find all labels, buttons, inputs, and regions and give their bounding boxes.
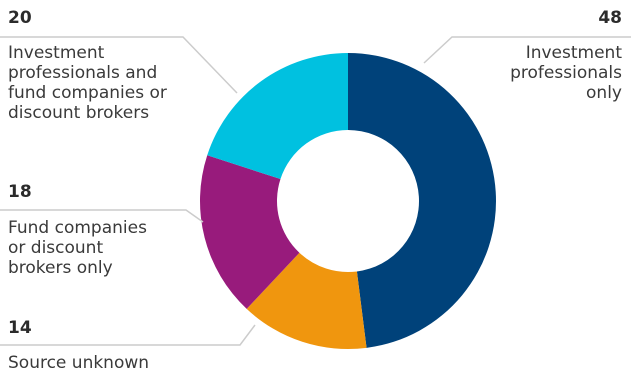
leader-line-investment-and-fund — [0, 36, 238, 94]
category-label-investment-and-fund: Investment professionals and fund compan… — [8, 43, 167, 123]
category-label-fund-only: Fund companies or discount brokers only — [8, 218, 147, 278]
slice-investment-and-fund — [207, 53, 348, 180]
leader-lines — [0, 36, 631, 346]
slice-investment-only — [348, 53, 497, 348]
data-label-source-unknown: 14 — [8, 318, 32, 338]
data-label-investment-only: 48 — [598, 8, 622, 28]
data-label-fund-only: 18 — [8, 182, 32, 202]
leader-line-source-unknown — [0, 324, 256, 346]
data-label-investment-and-fund: 20 — [8, 8, 32, 28]
leader-line-investment-only — [423, 36, 631, 64]
category-label-source-unknown: Source unknown — [8, 353, 150, 373]
slice-source-unknown — [246, 252, 367, 349]
category-label-investment-only: Investment professionals only — [510, 43, 622, 103]
slice-fund-only — [200, 155, 300, 309]
slices-group — [200, 53, 497, 349]
leader-line-fund-only — [0, 209, 204, 223]
